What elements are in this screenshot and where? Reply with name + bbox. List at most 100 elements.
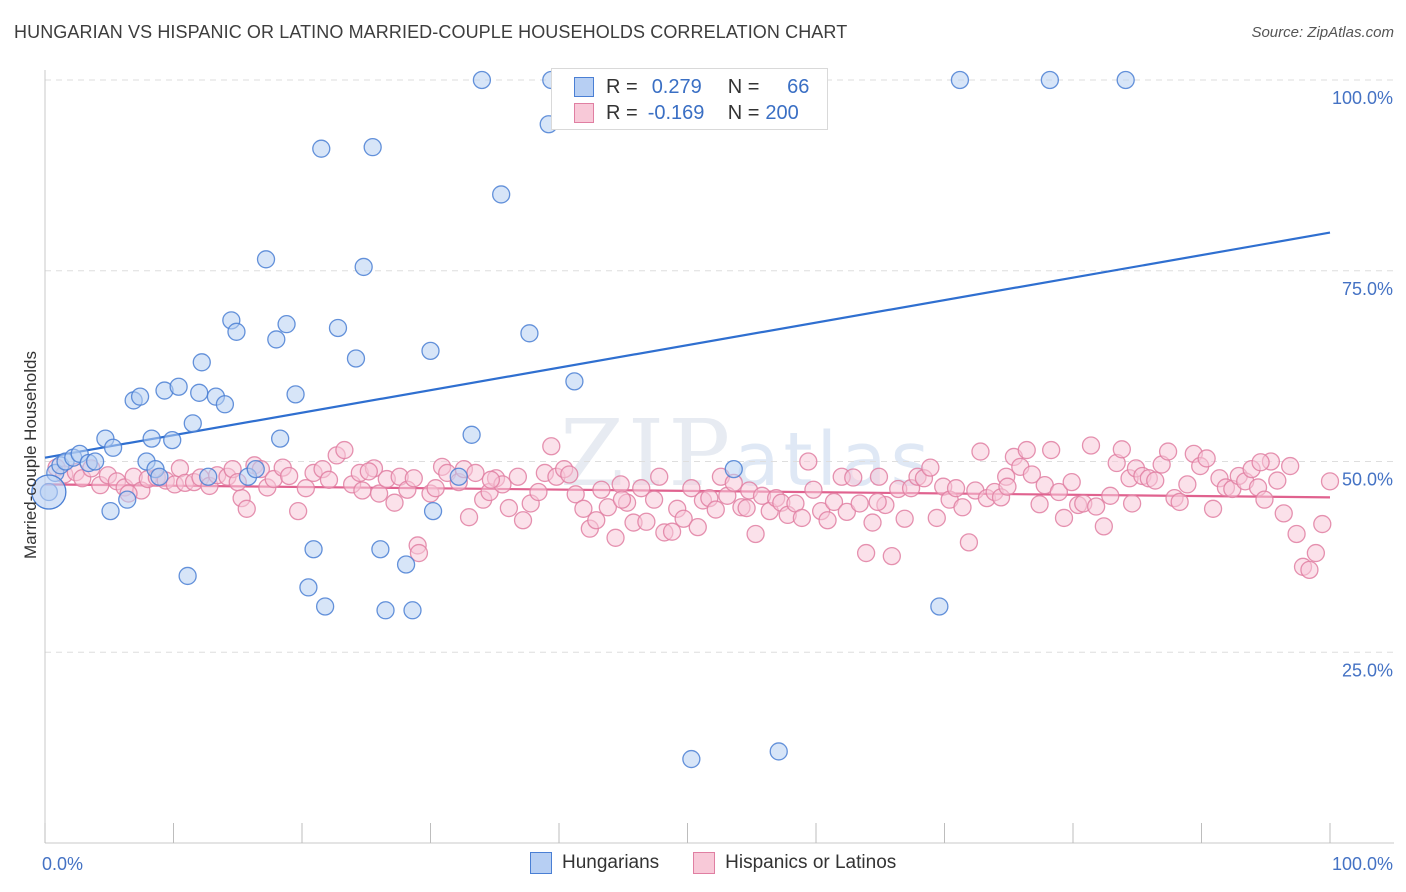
hungarian-point — [246, 459, 265, 479]
hispanic-point — [1146, 471, 1165, 490]
hungarian-point — [363, 137, 382, 157]
hispanic-point — [1203, 499, 1223, 518]
hispanic-point — [508, 467, 528, 486]
hungarian-point — [682, 749, 701, 769]
legend-r-label: R = — [606, 101, 638, 124]
hispanic-point — [1300, 560, 1319, 579]
series-label-hispanics: Hispanics or Latinos — [725, 852, 897, 873]
hungarian-point — [256, 250, 276, 269]
hispanic-point — [1313, 514, 1332, 534]
hispanic-point — [1268, 471, 1287, 490]
hispanic-point — [592, 480, 611, 499]
x-tick-label-start: 0.0% — [42, 854, 83, 874]
hungarian-point — [1116, 70, 1135, 90]
hispanic-point — [279, 466, 299, 486]
hungarian-point — [227, 322, 246, 341]
hispanic-point — [1030, 495, 1049, 514]
hispanic-point — [921, 458, 940, 477]
hungarian-point — [85, 452, 105, 471]
hispanic-point — [611, 475, 630, 494]
series-label-hungarians: Hungarians — [562, 852, 660, 873]
hispanic-point — [1049, 482, 1069, 502]
hungarian-point — [1040, 70, 1060, 90]
hispanic-point — [426, 479, 445, 498]
hispanic-point — [662, 522, 682, 541]
hispanic-point — [1101, 486, 1120, 505]
hispanic-point — [1042, 440, 1061, 460]
hispanic-point — [1197, 449, 1216, 468]
hungarian-point — [724, 459, 743, 479]
chart-title: HUNGARIAN VS HISPANIC OR LATINO MARRIED-… — [14, 22, 848, 42]
y-tick-label: 50.0% — [1342, 470, 1393, 490]
hungarian-point — [215, 395, 235, 414]
hungarian-point — [312, 139, 331, 158]
series-legend-hungarians: Hungarians — [530, 852, 659, 874]
series-legend: Hungarians Hispanics or Latinos — [530, 852, 930, 874]
hungarian-point — [142, 429, 161, 448]
hispanic-point — [404, 469, 423, 488]
hispanic-point — [296, 479, 316, 498]
hispanic-point — [844, 468, 863, 487]
hispanic-point — [606, 528, 625, 547]
hispanic-point — [682, 479, 701, 498]
hispanic-point — [946, 479, 966, 498]
hispanic-point — [1274, 504, 1293, 523]
hispanic-point — [799, 452, 818, 471]
hungarian-point — [376, 601, 395, 620]
hispanic-point — [1022, 465, 1042, 484]
hispanic-point — [369, 484, 389, 503]
hispanic-point — [792, 508, 812, 528]
hispanic-point — [850, 494, 869, 513]
hispanic-point — [1062, 472, 1081, 492]
hungarian-point — [315, 597, 335, 616]
y-tick-label: 75.0% — [1342, 279, 1393, 299]
hungarian-point — [565, 372, 584, 391]
hispanic-point — [598, 498, 617, 517]
legend-n-label: N = — [727, 101, 760, 124]
hispanic-point — [288, 501, 308, 521]
hungarian-point — [492, 185, 511, 204]
hungarian-point — [328, 318, 348, 338]
hispanic-point — [1158, 442, 1178, 461]
hispanic-point — [959, 533, 979, 552]
legend-row-hungarians: R = 0.279 N = 66 — [574, 74, 809, 100]
hispanic-point — [566, 485, 585, 504]
trend-lines — [44, 231, 1331, 499]
x-tick-label-end: 100.0% — [1332, 854, 1393, 874]
hispanic-point — [737, 498, 756, 518]
hungarian-point — [930, 597, 949, 616]
hungarian-point — [103, 438, 123, 457]
trend-line-hungarians — [44, 231, 1331, 459]
hungarian-point — [163, 430, 182, 450]
hispanic-point — [1287, 524, 1306, 544]
hispanic-point — [513, 511, 533, 530]
hispanic-point — [237, 499, 256, 518]
hispanic-point — [644, 490, 664, 509]
hungarian-point — [118, 490, 137, 509]
hispanic-point — [335, 440, 354, 460]
y-axis-label: Married-couple Households — [21, 351, 40, 559]
y-tick-label: 100.0% — [1332, 88, 1393, 108]
hungarian-point — [449, 467, 468, 486]
hispanic-point — [1086, 497, 1106, 516]
hispanic-point — [1320, 472, 1340, 491]
hungarian-point-large — [31, 474, 67, 510]
hispanic-point — [1054, 508, 1074, 528]
legend-row-hispanics: R = -0.169 N = 200 — [574, 100, 809, 126]
hungarian-point — [423, 501, 443, 521]
hispanic-point — [574, 499, 593, 518]
hispanic-point — [459, 508, 479, 527]
hungarian-point — [183, 414, 202, 433]
hispanic-point — [1178, 475, 1197, 494]
legend-r-label: R = — [606, 75, 638, 98]
gridlines — [45, 79, 1394, 653]
hispanic-point — [1094, 517, 1113, 536]
hispanic-point — [1017, 440, 1036, 460]
hispanic-point — [353, 481, 372, 500]
hispanic-point — [674, 509, 693, 528]
hungarian-point — [520, 324, 539, 343]
hungarian-point — [190, 383, 209, 402]
hungarian-point — [169, 377, 188, 396]
correlation-legend: R = 0.279 N = 66 R = -0.169 N = 200 — [551, 68, 828, 130]
